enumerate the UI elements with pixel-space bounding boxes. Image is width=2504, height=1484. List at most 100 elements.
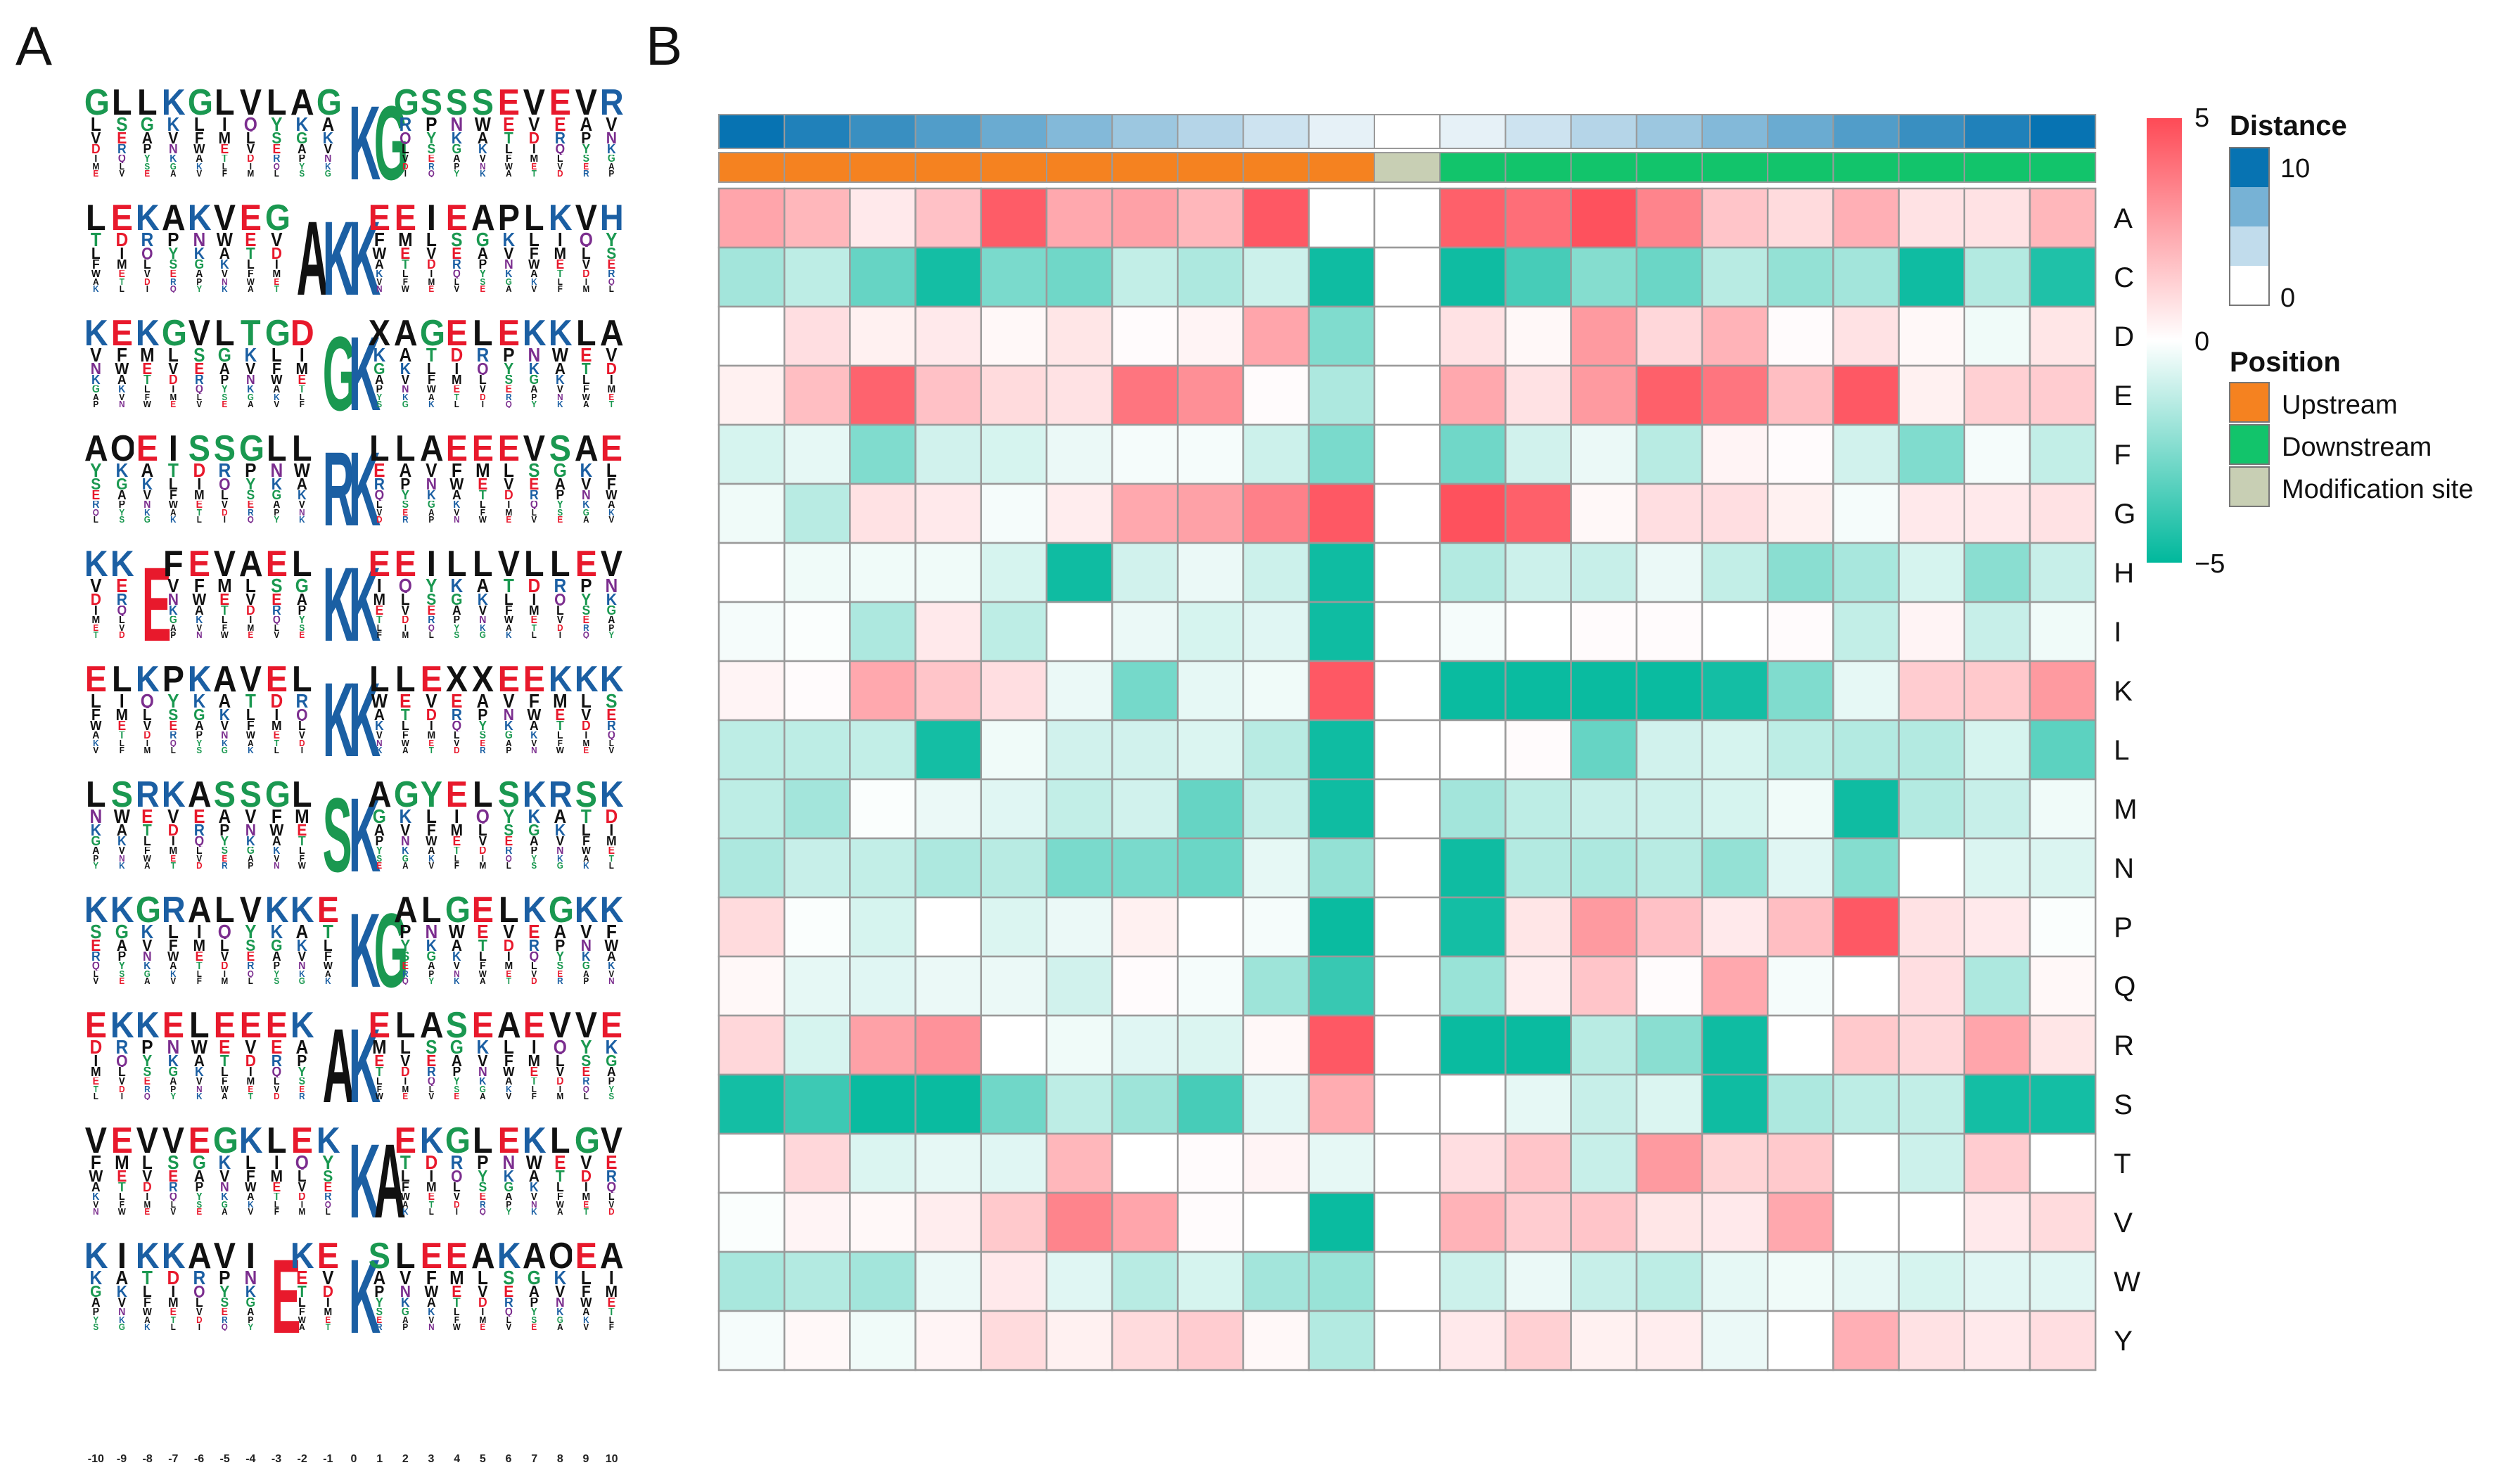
logo-residue: T [454, 394, 460, 401]
logo-residue: P [400, 478, 411, 490]
heatmap-cell [783, 719, 851, 781]
logo-residue: E [471, 435, 494, 463]
logo-residue: Y [270, 117, 283, 132]
logo-residue: M [247, 170, 255, 177]
heatmap-cell [1177, 246, 1244, 308]
distance-legend-tick: 10 [2280, 154, 2310, 184]
logo-residue: L [222, 616, 228, 625]
position-legend-title: Position [2230, 347, 2341, 378]
heatmap-cell [783, 1014, 851, 1076]
logo-residue: N [557, 394, 563, 401]
heatmap-cell [1635, 778, 1704, 840]
logo-residue: D [290, 319, 314, 347]
logo-residue: E [446, 319, 468, 347]
logo-residue: Y [90, 463, 102, 478]
heatmap-cell [1177, 719, 1244, 781]
heatmap-cell [1505, 482, 1572, 544]
heatmap-cell [980, 364, 1048, 426]
logo-residue: W [246, 279, 255, 286]
logo-residue: A [84, 435, 108, 463]
logo-residue: Y [298, 616, 306, 625]
logo-residue: M [428, 279, 435, 286]
logo-residue: R [374, 478, 385, 490]
logo-residue: E [529, 478, 539, 490]
heatmap-cell [1111, 1073, 1179, 1135]
heatmap-cell [1438, 364, 1507, 426]
heatmap-cell [1766, 1250, 1834, 1312]
heatmap-cell [1570, 719, 1638, 781]
heatmap-cell [1438, 837, 1507, 899]
logo-residue: V [523, 435, 546, 463]
logo-residue: E [427, 606, 435, 616]
logo-residue: F [194, 132, 204, 144]
heatmap-cell [1701, 246, 1769, 308]
logo-residue: E [369, 550, 391, 578]
heatmap-cell [849, 719, 916, 781]
heatmap-cell [1308, 778, 1376, 840]
logo-residue: S [606, 247, 617, 260]
logo-residue: E [580, 347, 592, 362]
logo-residue: Q [170, 286, 177, 293]
logo-residue: L [119, 163, 124, 170]
row-label: E [2114, 380, 2133, 411]
heatmap-cell [1505, 1310, 1572, 1371]
logo-residue: K [222, 286, 228, 293]
heatmap-cell [1111, 542, 1179, 603]
logo-residue: X [369, 319, 391, 347]
heatmap-cell [914, 837, 983, 899]
logo-residue: A [471, 204, 494, 232]
logo-residue: I [430, 270, 433, 279]
logo-residue: A [505, 286, 512, 293]
heatmap-cell [849, 305, 916, 367]
logo-residue: G [373, 362, 385, 375]
logo-residue: V [523, 89, 546, 117]
heatmap-cell [1963, 305, 2031, 367]
heatmap-cell [1505, 601, 1572, 663]
logo-residue: G [402, 401, 409, 408]
heatmap-cell [1177, 1191, 1244, 1253]
logo-residue: V [479, 385, 487, 394]
heatmap-cell [849, 542, 916, 603]
logo-residue: G [475, 232, 490, 247]
logo-residue: V [376, 509, 383, 516]
heatmap-cell [1111, 1250, 1179, 1312]
logo-residue: P [531, 394, 537, 401]
logo-residue: V [196, 625, 202, 632]
logo-residue: K [84, 319, 108, 347]
logo-residue: L [274, 625, 279, 632]
logo-residue: A [297, 478, 308, 490]
logo-residue: L [246, 260, 255, 270]
heatmap-cell [1438, 187, 1507, 249]
logo-residue: E [446, 204, 468, 232]
logo-residue: W [91, 270, 101, 279]
logo-residue: M [247, 625, 255, 632]
position-annotation-cell [1111, 152, 1179, 183]
heatmap-cell [1963, 1191, 2031, 1253]
heatmap-cell [2029, 778, 2097, 840]
logo-residue: E [446, 435, 468, 463]
logo-residue: K [136, 204, 160, 232]
logo-residue: V [608, 516, 615, 523]
heatmap-cell [1701, 1191, 1769, 1253]
logo-residue: L [400, 593, 410, 606]
heatmap-cell [1308, 423, 1376, 485]
logo-residue: V [167, 578, 179, 593]
logo-residue: V [90, 347, 102, 362]
heatmap-cell [2029, 364, 2097, 426]
heatmap-cell [849, 364, 916, 426]
heatmap-cell [1177, 660, 1244, 722]
heatmap-cell [980, 246, 1048, 308]
heatmap-cell [1111, 1014, 1179, 1076]
logo-residue: A [161, 204, 185, 232]
heatmap-cell [1242, 1250, 1310, 1312]
distance-legend-tick: 0 [2280, 283, 2295, 313]
logo-residue: Y [454, 625, 460, 632]
heatmap-cell [1898, 1250, 1966, 1312]
heatmap-cell [1045, 542, 1113, 603]
heatmap-cell [1242, 778, 1310, 840]
logo-residue: D [90, 593, 101, 606]
distance-annotation-cell [1177, 114, 1244, 149]
heatmap-cell [849, 837, 916, 899]
heatmap-cell [1373, 1250, 1441, 1312]
logo-residue: I [120, 247, 124, 260]
